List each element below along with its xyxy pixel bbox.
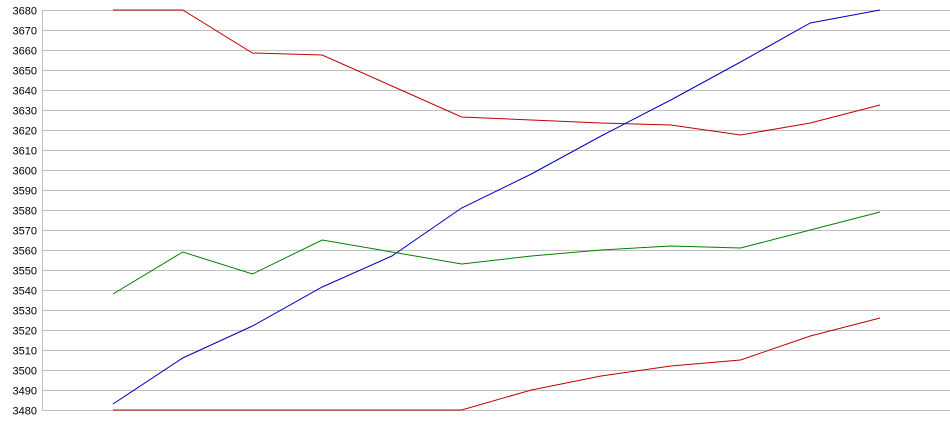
series-line-green <box>112 211 881 295</box>
y-tick-label: 3680 <box>13 6 37 18</box>
series-line-blue <box>112 9 881 405</box>
series-line-red-upper <box>113 9 881 136</box>
y-tick-label: 3520 <box>13 326 37 338</box>
y-tick-label: 3540 <box>13 286 37 298</box>
y-tick-label: 3500 <box>13 366 37 378</box>
y-tick-label: 3510 <box>13 346 37 358</box>
series-line-red-lower <box>113 317 881 411</box>
y-tick-label: 3650 <box>13 66 37 78</box>
y-tick-label: 3490 <box>13 386 37 398</box>
y-tick-label: 3600 <box>13 166 37 178</box>
y-tick-label: 3640 <box>13 86 37 98</box>
y-tick-label: 3480 <box>13 406 37 418</box>
y-tick-label: 3620 <box>13 126 37 138</box>
y-tick-label: 3550 <box>13 266 37 278</box>
y-tick-label: 3570 <box>13 226 37 238</box>
y-tick-label: 3530 <box>13 306 37 318</box>
gridlines <box>42 10 950 411</box>
series-group <box>112 9 881 411</box>
y-tick-label: 3630 <box>13 106 37 118</box>
y-tick-label: 3590 <box>13 186 37 198</box>
y-tick-label: 3580 <box>13 206 37 218</box>
y-tick-label: 3670 <box>13 26 37 38</box>
y-tick-label: 3560 <box>13 246 37 258</box>
y-tick-label: 3610 <box>13 146 37 158</box>
y-tick-label: 3660 <box>13 46 37 58</box>
y-axis-ticks: 3480 3490 3500 3510 3520 3530 3540 3550 3560 3570… <box>13 6 37 418</box>
